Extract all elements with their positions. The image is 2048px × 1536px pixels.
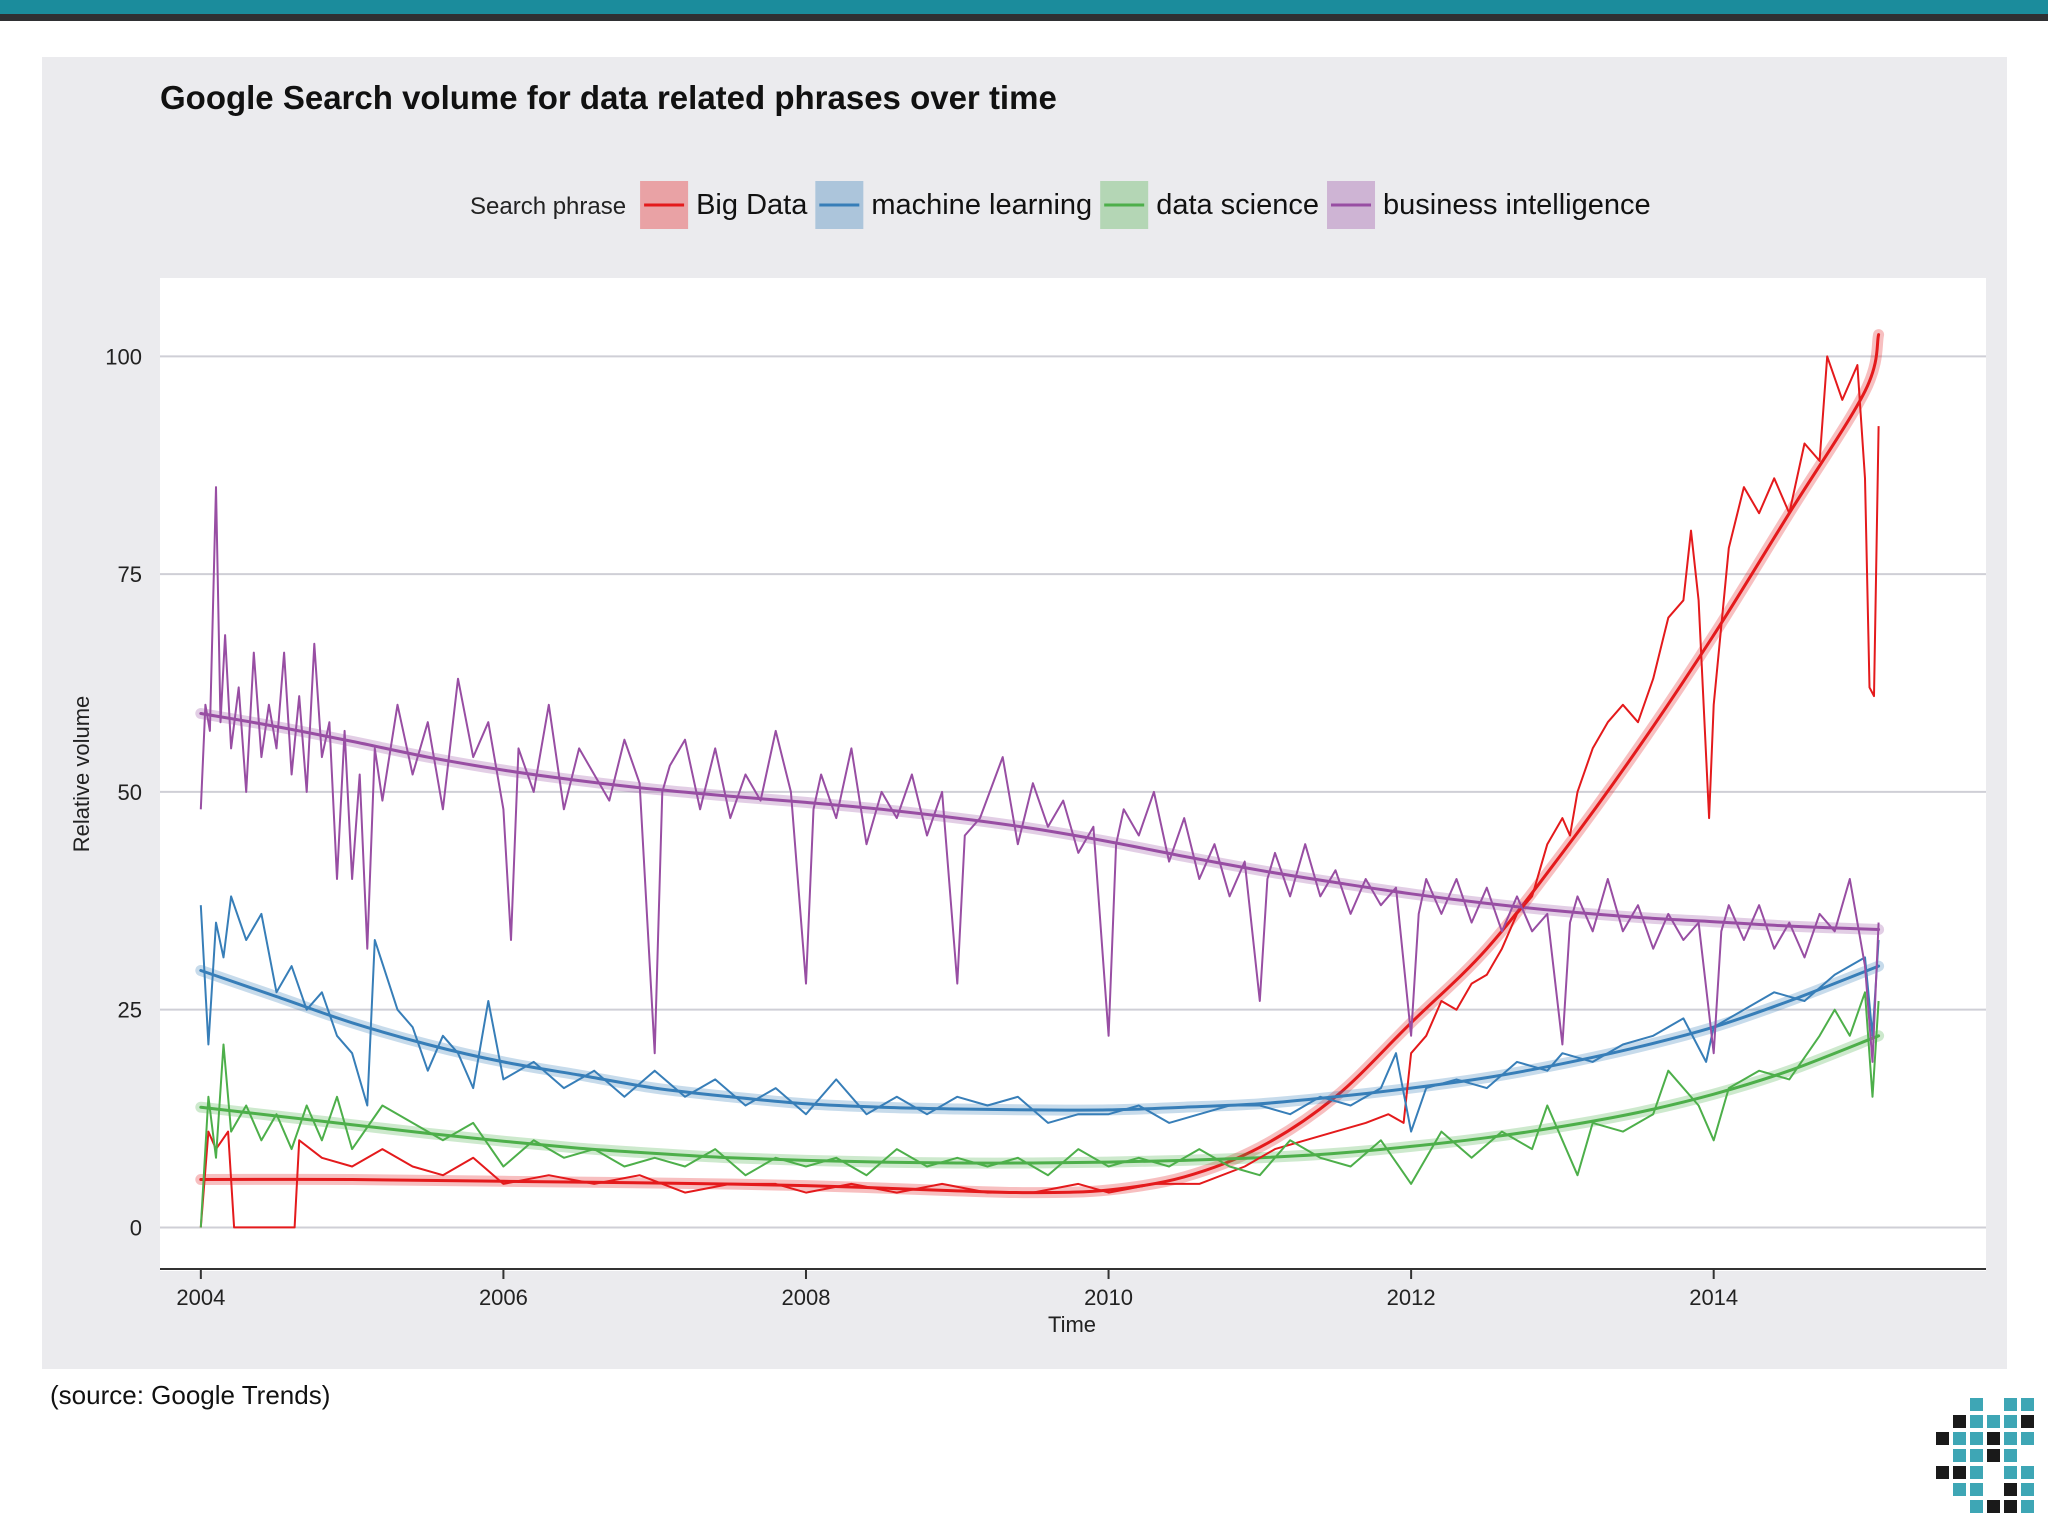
x-axis-ticks: 2004 2006 2008 2010 2012 2014 <box>176 1269 1738 1310</box>
x-tick-label: 2012 <box>1387 1285 1436 1310</box>
legend-label-machine-learning: machine learning <box>871 189 1092 221</box>
x-axis-label: Time <box>1048 1312 1096 1337</box>
y-tick-label: 50 <box>118 780 142 805</box>
chart-panel: Google Search volume for data related ph… <box>42 57 2007 1369</box>
x-tick-label: 2008 <box>782 1285 831 1310</box>
top-accent-bar <box>0 0 2048 21</box>
plot-area <box>160 278 1986 1271</box>
raw-lines <box>199 355 1880 1229</box>
series-raw-data-science <box>199 991 1880 1228</box>
y-tick-label: 25 <box>118 998 142 1023</box>
y-tick-label: 0 <box>130 1215 142 1240</box>
legend-item-machine-learning: machine learning <box>815 181 1092 229</box>
legend-label-big-data: Big Data <box>696 189 808 221</box>
legend-label-business-intelligence: business intelligence <box>1383 189 1651 221</box>
series-raw-machine-learning <box>199 895 1880 1133</box>
legend-item-big-data: Big Data <box>640 181 808 229</box>
legend-label-data-science: data science <box>1156 189 1319 221</box>
legend: Search phrase Big Data machine learning da… <box>470 181 1651 229</box>
series-raw-big-data <box>199 355 1880 1229</box>
x-tick-label: 2010 <box>1084 1285 1133 1310</box>
y-axis-label: Relative volume <box>69 696 94 853</box>
y-axis-ticks: 0 25 50 75 100 <box>105 344 142 1240</box>
x-tick-label: 2004 <box>176 1285 225 1310</box>
x-tick-label: 2006 <box>479 1285 528 1310</box>
x-tick-label: 2014 <box>1689 1285 1738 1310</box>
company-logo <box>1936 1398 2034 1513</box>
legend-title: Search phrase <box>470 193 626 220</box>
legend-item-data-science: data science <box>1100 181 1319 229</box>
y-tick-label: 75 <box>118 562 142 587</box>
legend-item-business-intelligence: business intelligence <box>1327 181 1651 229</box>
source-note: (source: Google Trends) <box>50 1380 331 1410</box>
series-raw-business-intelligence <box>199 486 1880 1063</box>
line-chart: Google Search volume for data related ph… <box>69 79 1986 1337</box>
y-tick-label: 100 <box>105 344 142 369</box>
chart-title: Google Search volume for data related ph… <box>160 79 1057 116</box>
trend-line-data-science <box>199 1034 1881 1165</box>
trend-line-business-intelligence <box>199 712 1881 931</box>
gridlines <box>160 355 1986 1229</box>
